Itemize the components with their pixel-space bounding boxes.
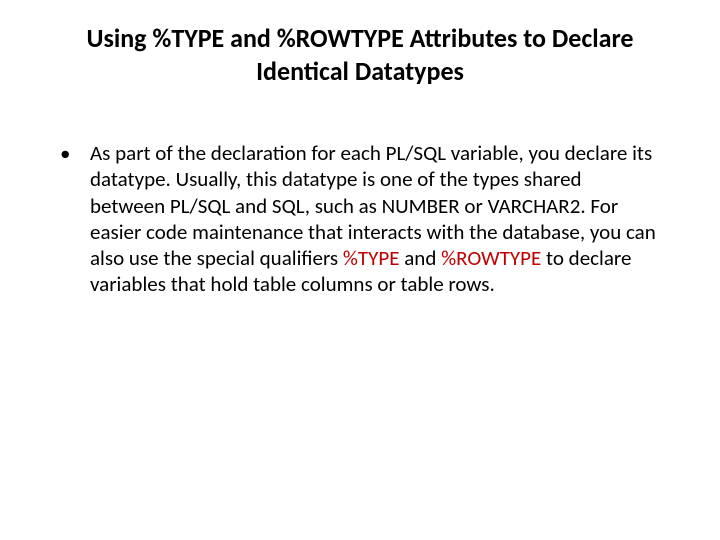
slide-title: Using %TYPE and %ROWTYPE Attributes to D… <box>60 22 660 87</box>
highlight-type: %TYPE <box>343 245 400 271</box>
bullet-list: As part of the declaration for each PL/S… <box>60 140 660 298</box>
highlight-rowtype: %ROWTYPE <box>441 245 541 271</box>
bullet-item: As part of the declaration for each PL/S… <box>60 140 660 298</box>
slide: Using %TYPE and %ROWTYPE Attributes to D… <box>0 0 720 540</box>
slide-body: As part of the declaration for each PL/S… <box>60 140 660 298</box>
bullet-text-segment: and <box>400 245 442 271</box>
